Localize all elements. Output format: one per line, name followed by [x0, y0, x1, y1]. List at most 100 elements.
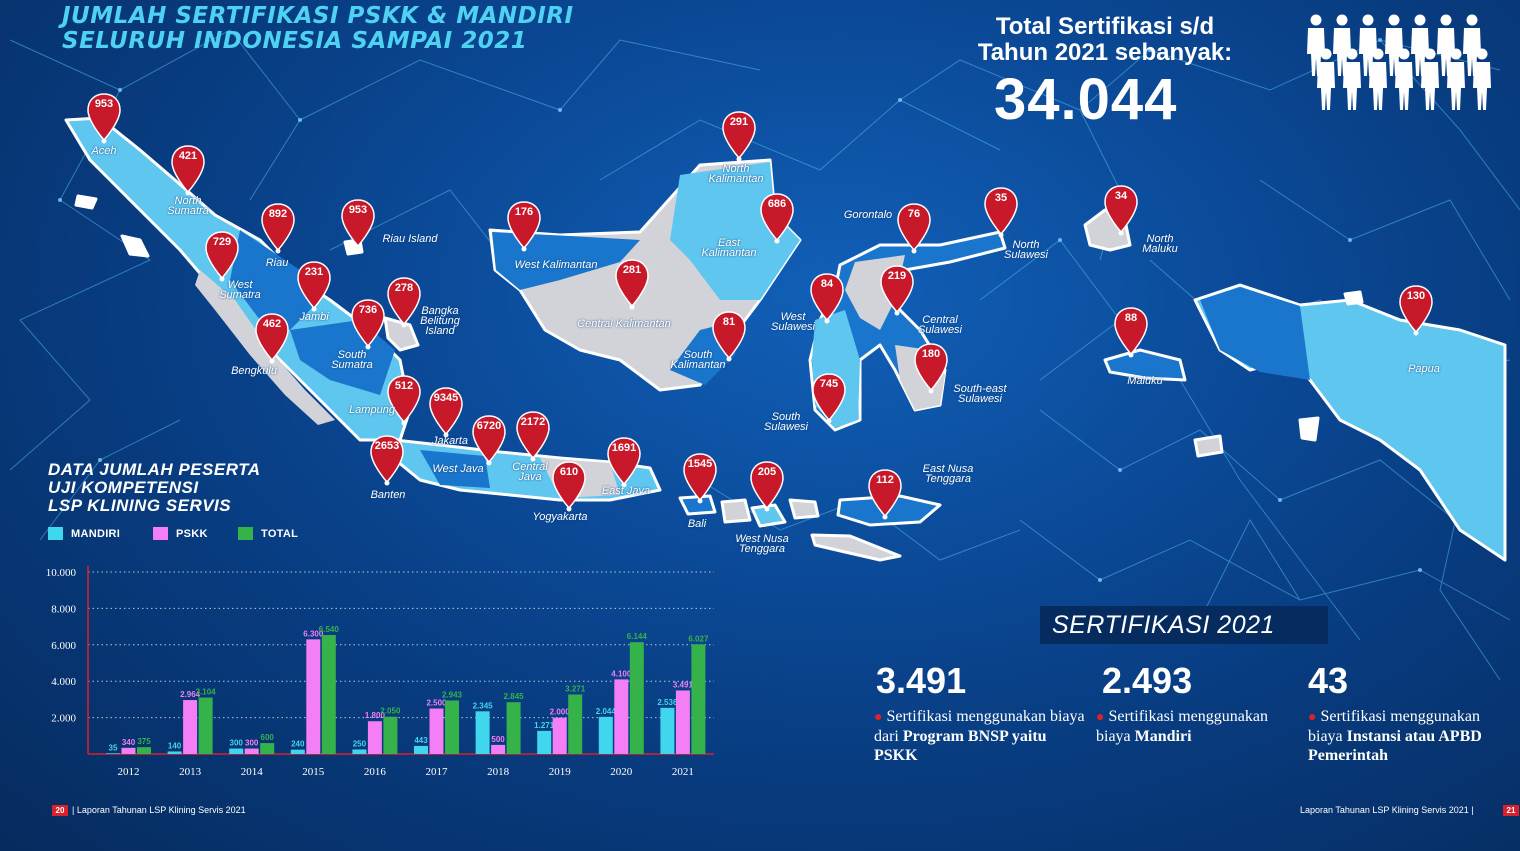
map-pin-value: 892 — [268, 208, 288, 220]
map-pin: 953 — [340, 198, 376, 250]
map-pin: 729 — [204, 230, 240, 282]
bullet-dot: ● — [1308, 710, 1317, 725]
map-pin-value: 176 — [514, 206, 534, 218]
map-pin-icon — [387, 277, 421, 328]
map-pin-value: 686 — [767, 198, 787, 210]
data-label: 6.540 — [319, 625, 340, 634]
data-label: 2.500 — [426, 699, 447, 708]
bar-total — [445, 700, 459, 754]
map-pin: 84 — [809, 272, 845, 324]
y-tick-label: 2.000 — [51, 713, 76, 725]
map-pin-icon — [552, 461, 586, 512]
map-pin-icon — [1114, 307, 1148, 358]
region-name: West Sumatra — [219, 279, 261, 301]
data-label: 2.845 — [504, 692, 525, 701]
map-pin-icon — [897, 203, 931, 254]
map-pin-icon — [429, 387, 463, 438]
map-pin-icon — [255, 313, 289, 364]
x-tick-label: 2018 — [487, 766, 510, 778]
data-label: 3.271 — [565, 684, 586, 693]
total-line2: Tahun 2021 sebanyak: — [977, 39, 1233, 66]
data-label: 140 — [168, 741, 182, 750]
data-label: 2.050 — [380, 707, 401, 716]
map-pin-icon — [205, 231, 239, 282]
data-label: 6.144 — [627, 632, 648, 641]
region-name: Banten — [370, 489, 406, 501]
map-pin-icon — [516, 411, 550, 462]
bar-pskk — [244, 748, 259, 754]
map-pin-icon — [507, 201, 541, 252]
stat-value-pskk: 3.491 — [876, 660, 967, 701]
bar-pskk — [614, 679, 629, 754]
region-name: South Kalimantan — [670, 349, 726, 371]
x-tick-label: 2012 — [118, 766, 140, 778]
main-title-line2: SELURUH INDONESIA SAMPAI 2021 — [62, 28, 528, 54]
region-name: West Nusa Tenggara — [735, 533, 789, 555]
bar-mandiri — [167, 751, 182, 754]
map-pin-value: 84 — [820, 278, 834, 290]
region-name: Riau — [265, 257, 289, 269]
map-pin: 1545 — [682, 452, 718, 504]
data-label: 35 — [109, 743, 118, 752]
map-pin-value: 205 — [757, 466, 777, 478]
region-name: West Kalimantan — [514, 259, 598, 271]
map-pin-icon — [760, 193, 794, 244]
footer-text-right: Laporan Tahunan LSP Klining Servis 2021 … — [1300, 805, 1474, 815]
map-pin-icon — [984, 187, 1018, 238]
map-pin: 88 — [1113, 306, 1149, 358]
map-pin-value: 729 — [212, 236, 232, 248]
region-name: Maluku — [1127, 375, 1163, 387]
region-name: North Sulawesi — [1003, 239, 1049, 261]
map-pin-icon — [868, 469, 902, 520]
region-name: Gorontalo — [843, 209, 893, 221]
map-pin: 76 — [896, 202, 932, 254]
map-pin-value: 512 — [394, 380, 414, 392]
map-pin-value: 88 — [1124, 312, 1138, 324]
map-pin-value: 9345 — [433, 392, 459, 404]
y-tick-label: 6.000 — [51, 640, 76, 652]
map-pin-value: 736 — [358, 304, 378, 316]
legend-label-mandiri: MANDIRI — [71, 527, 121, 540]
map-pin-value: 130 — [1406, 290, 1426, 302]
map-pin: 736 — [350, 298, 386, 350]
stat-desc-mandiri-text: Sertifikasi menggunakan biaya — [1096, 708, 1268, 745]
map-pin-value: 281 — [622, 264, 642, 276]
legend-label-pskk: PSKK — [176, 527, 208, 540]
region-name: South Sulawesi — [763, 411, 809, 433]
data-label: 2.000 — [550, 708, 571, 717]
region-name: Papua — [1408, 363, 1440, 375]
legend-item-mandiri: MANDIRI — [48, 527, 120, 540]
region-name: East Java — [601, 485, 651, 497]
data-label: 250 — [353, 739, 367, 748]
map-pin: 686 — [759, 192, 795, 244]
bar-pskk — [552, 717, 567, 754]
data-label: 443 — [414, 736, 428, 745]
map-pin-icon — [472, 415, 506, 466]
map-pin-icon — [261, 203, 295, 254]
legend-swatch-mandiri — [48, 527, 63, 540]
region-name: Jakarta — [431, 435, 469, 447]
map-pin-value: 34 — [1114, 190, 1128, 202]
data-label: 2.964 — [180, 690, 201, 699]
map-pin-icon — [87, 93, 121, 144]
map-pin-value: 2653 — [374, 440, 400, 452]
footer-text-left: | Laporan Tahunan LSP Klining Servis 202… — [72, 805, 246, 815]
region-name: Central Sulawesi — [917, 314, 963, 336]
data-label: 2.044 — [596, 707, 617, 716]
map-pin-value: 219 — [887, 270, 907, 282]
bar-mandiri — [290, 749, 305, 754]
map-pin: 231 — [296, 260, 332, 312]
map-pin-icon — [370, 435, 404, 486]
map-pin-value: 35 — [994, 192, 1008, 204]
bar-pskk — [121, 747, 136, 754]
map-pin-value: 231 — [304, 266, 324, 278]
map-pin-value: 6720 — [476, 420, 502, 432]
region-name: Lampung — [349, 404, 395, 416]
map-pin: 35 — [983, 186, 1019, 238]
map-pin: 205 — [749, 460, 785, 512]
region-name: North Maluku — [1142, 233, 1178, 255]
stat-desc-pskk: ● Sertifikasi menggunakan biaya dari Pro… — [874, 707, 1089, 765]
map-pin-icon — [297, 261, 331, 312]
bar-pskk — [306, 639, 321, 754]
data-label: 600 — [261, 733, 275, 742]
